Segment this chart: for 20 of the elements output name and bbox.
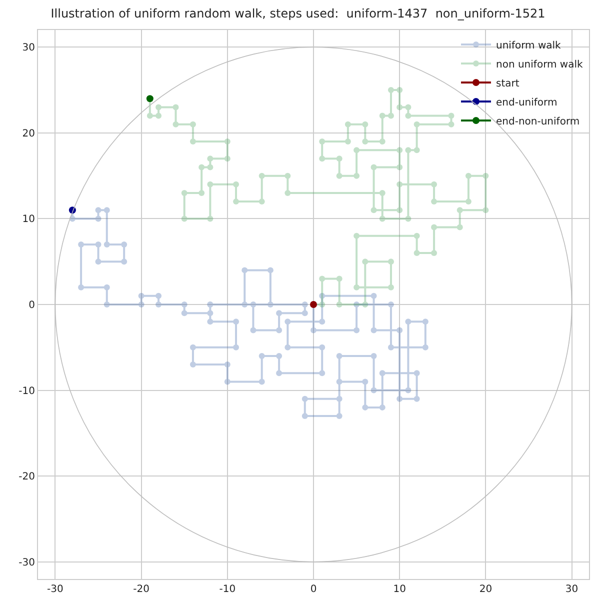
chart-title: Illustration of uniform random walk, steps used: uniform-1437 non_uniform-1521 xyxy=(50,6,546,20)
x-tick-label: 20 xyxy=(479,584,492,595)
x-tick-label: 0 xyxy=(310,584,317,595)
y-tick-label: 20 xyxy=(22,128,35,140)
legend-label: end-non-uniform xyxy=(496,116,580,128)
legend-label: end-uniform xyxy=(496,97,558,108)
x-tick-label: 30 xyxy=(565,584,578,595)
y-tick-label: 0 xyxy=(28,300,35,311)
y-tick-label: 30 xyxy=(22,42,35,54)
y-tick-label: 10 xyxy=(22,214,35,226)
legend-label: start xyxy=(496,78,520,90)
x-tick-label: 10 xyxy=(393,584,406,595)
x-tick-label: -30 xyxy=(47,584,64,595)
y-tick-label: -30 xyxy=(18,557,35,568)
legend-label: uniform walk xyxy=(496,40,562,52)
y-tick-label: -10 xyxy=(18,386,35,397)
legend-label: non uniform walk xyxy=(496,59,584,70)
x-tick-label: -20 xyxy=(133,584,150,595)
y-tick-label: -20 xyxy=(18,472,35,483)
x-tick-label: -10 xyxy=(219,584,236,595)
